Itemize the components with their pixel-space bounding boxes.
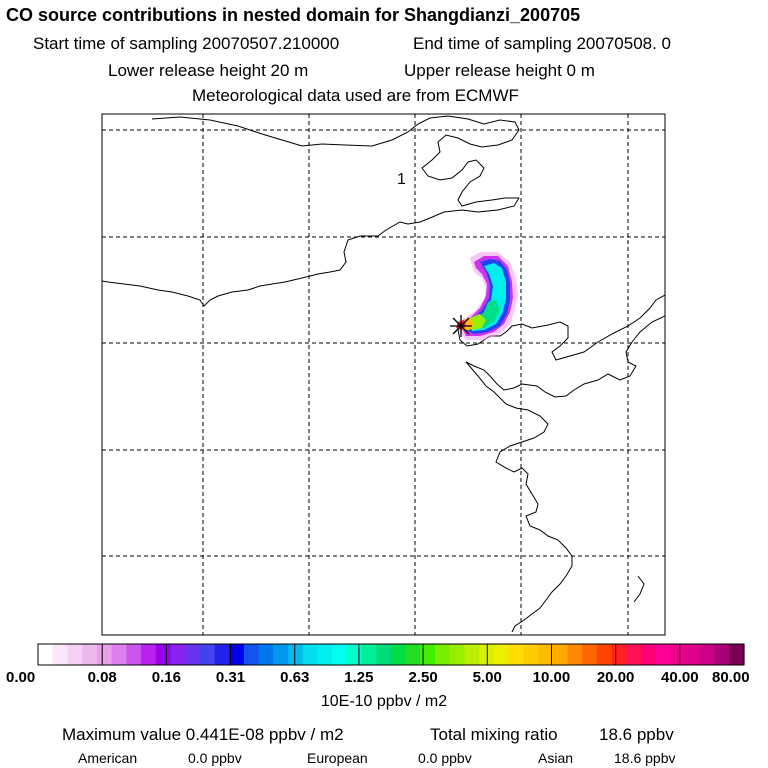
colorbar-tick-label: 2.50	[408, 669, 438, 686]
map-background	[102, 114, 665, 635]
colorbar-swatch	[714, 644, 730, 665]
total-value: 18.6 ppbv	[599, 725, 674, 744]
gridlines	[102, 114, 665, 635]
coastline-korea-bay	[465, 315, 665, 398]
region-value-asian: 18.6 ppbv	[614, 750, 676, 766]
colorbar-swatch	[685, 644, 701, 665]
start-time: Start time of sampling 20070507.210000	[33, 34, 340, 53]
colorbar-tick-label: 5.00	[472, 669, 502, 686]
colorbar-swatch	[185, 644, 201, 665]
colorbar-swatch	[140, 644, 157, 665]
colorbar-tick-label: 20.00	[596, 669, 635, 686]
colorbar-swatch	[596, 644, 613, 665]
colorbar-tick-label: 80.00	[712, 669, 750, 686]
colorbar-swatch	[199, 644, 216, 665]
colorbar-swatch	[82, 644, 98, 665]
colorbar-swatch	[155, 644, 171, 665]
colorbar-swatch	[567, 644, 583, 665]
region-label: 1	[397, 171, 406, 188]
colorbar-tick-label: 0.16	[151, 669, 181, 686]
plot-title: CO source contributions in nested domain…	[6, 5, 581, 25]
total-label: Total mixing ratio	[430, 725, 558, 744]
region-value-american: 0.0 ppbv	[188, 750, 242, 766]
colorbar-swatch	[523, 644, 539, 665]
colorbar-tick-label: 40.00	[661, 669, 699, 686]
colorbar-swatch	[229, 644, 245, 665]
region-value-european: 0.0 ppbv	[418, 750, 472, 766]
colorbar-swatch	[288, 644, 304, 665]
colorbar-swatch	[435, 644, 451, 665]
colorbar-swatch	[52, 644, 69, 665]
colorbar-swatch	[38, 644, 54, 665]
colorbar-swatch	[273, 644, 289, 665]
coastline-korea-tip	[633, 575, 645, 603]
colorbar-swatch	[317, 644, 333, 665]
colorbar-tick-label: 0.08	[87, 669, 117, 686]
upper-release-height: Upper release height 0 m	[404, 61, 595, 80]
region-name-european: European	[307, 750, 368, 766]
plume-footprint	[456, 252, 518, 340]
colorbar-swatch	[552, 644, 569, 665]
colorbar-swatch	[670, 644, 686, 665]
colorbar-swatch	[641, 644, 657, 665]
colorbar-swatch	[376, 644, 392, 665]
colorbar-tick-label: 0.63	[280, 669, 310, 686]
coastline-yellow-sea	[465, 361, 573, 633]
colorbar-swatch	[464, 644, 480, 665]
colorbar-swatch	[170, 644, 186, 665]
boundary-middle	[102, 197, 520, 307]
map-frame	[101, 113, 666, 636]
colorbar-swatch	[391, 644, 407, 665]
end-time: End time of sampling 20070508. 0	[413, 34, 672, 53]
colorbar-swatch	[361, 644, 377, 665]
colorbar-swatch	[729, 644, 745, 665]
borders-coastlines	[102, 115, 665, 633]
region-name-american: American	[78, 750, 138, 766]
colorbar-swatch	[96, 644, 113, 665]
region-name-asian: Asian	[538, 750, 574, 766]
colorbar-frame	[37, 643, 745, 666]
colorbar-swatch	[626, 644, 642, 665]
colorbar-swatch	[332, 644, 348, 665]
lower-release-height: Lower release height 20 m	[108, 61, 309, 80]
colorbar-tick-label: 1.25	[344, 669, 374, 686]
colorbar-swatch	[538, 644, 554, 665]
colorbar-swatch	[611, 644, 627, 665]
total-mixing-ratio: Total mixing ratio 18.6 ppbv	[430, 726, 674, 743]
colorbar-swatch	[493, 644, 510, 665]
met-data-source: Meteorological data used are from ECMWF	[192, 86, 519, 105]
colorbar-swatch	[302, 644, 319, 665]
colorbar-swatch	[67, 644, 83, 665]
colorbar-swatch	[508, 644, 524, 665]
coastline-bohai	[457, 294, 665, 361]
colorbar-swatch	[111, 644, 127, 665]
colorbar-swatch	[420, 644, 436, 665]
colorbar-swatch	[582, 644, 598, 665]
colorbar-tick-label: 0.31	[215, 669, 246, 686]
map-panel: 1	[101, 113, 666, 636]
colorbar-swatch	[449, 644, 466, 665]
colorbar-swatch	[655, 644, 672, 665]
station-marker	[450, 315, 472, 337]
colorbar	[37, 643, 745, 666]
colorbar-swatch	[346, 644, 363, 665]
colorbar-swatch	[126, 644, 142, 665]
colorbar-tick-label: 0.00	[6, 669, 36, 686]
colorbar-swatch	[214, 644, 230, 665]
colorbar-units: 10E-10 ppbv / m2	[320, 693, 448, 710]
colorbar-swatch	[258, 644, 274, 665]
colorbar-swatch	[405, 644, 422, 665]
colorbar-swatch	[699, 644, 716, 665]
colorbar-tick-label: 10.00	[532, 669, 571, 686]
maximum-value: Maximum value 0.441E-08 ppbv / m2	[62, 725, 344, 744]
boundary-north	[151, 115, 520, 207]
colorbar-swatch	[243, 644, 260, 665]
